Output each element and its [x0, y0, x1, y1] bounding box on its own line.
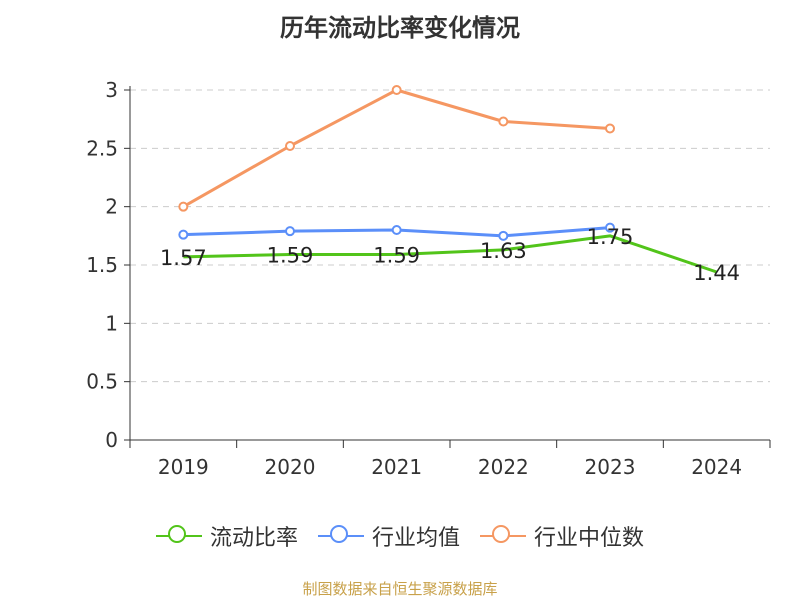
- data-point: [285, 226, 295, 237]
- x-tick-label: 2021: [371, 455, 422, 479]
- data-point: [178, 229, 189, 240]
- data-label: 1.63: [480, 239, 527, 263]
- y-tick-label: 1: [105, 311, 118, 335]
- legend-label: 行业中位数: [534, 526, 645, 551]
- legend-swatch-industry-median: [480, 521, 526, 551]
- x-tick-label: 2024: [691, 455, 742, 479]
- y-tick-label: 3: [105, 78, 118, 102]
- axes: [124, 86, 771, 448]
- x-tick-label: 2022: [478, 455, 529, 479]
- y-tick-label: 0.5: [86, 370, 118, 394]
- data-label: 1.59: [267, 244, 314, 268]
- source-note: 制图数据来自恒生聚源数据库: [302, 580, 498, 598]
- data-point: [498, 116, 509, 127]
- data-point: [391, 225, 402, 235]
- legend-item-current-ratio[interactable]: 流动比率: [155, 520, 298, 552]
- y-tick-label: 2: [105, 195, 118, 219]
- data-point: [605, 123, 615, 134]
- legend-swatch-industry-mean: [317, 521, 364, 551]
- data-label: 1.75: [587, 225, 634, 249]
- data-point: [605, 222, 615, 233]
- x-tick-label: 2019: [158, 455, 209, 479]
- data-label: 1.59: [373, 244, 420, 268]
- gridlines: [130, 89, 770, 383]
- legend-item-industry-median[interactable]: 行业中位数: [480, 520, 644, 552]
- legend-item-industry-mean[interactable]: 行业均值: [317, 520, 460, 552]
- y-tick-label: 1.5: [86, 253, 118, 277]
- x-tick-label: 2020: [265, 455, 316, 479]
- series-line-0: [183, 234, 718, 274]
- data-label: 1.57: [160, 246, 207, 270]
- x-tick-label: 2023: [585, 455, 636, 479]
- y-tick-labels: 0 0.5 1 1.5 2 2.5 3: [86, 78, 118, 452]
- legend: 流动比率 行业均值 行业中位数: [0, 520, 800, 552]
- series-lines: [178, 85, 718, 274]
- data-point: [498, 230, 509, 241]
- chart-title: 历年流动比率变化情况: [280, 14, 520, 42]
- y-tick-label: 0: [105, 428, 118, 452]
- data-point: [285, 141, 295, 151]
- y-tick-label: 2.5: [86, 136, 118, 160]
- x-tick-labels: 2019 2020 2021 2022 2023 2024: [158, 455, 742, 479]
- data-point: [391, 85, 402, 95]
- legend-swatch-current-ratio: [155, 521, 202, 551]
- data-labels: 1.57 1.59 1.59 1.63 1.75 1.44: [160, 225, 740, 285]
- data-point: [178, 201, 189, 212]
- data-label: 1.44: [693, 261, 740, 285]
- legend-label: 行业均值: [371, 526, 460, 551]
- legend-label: 流动比率: [209, 526, 298, 551]
